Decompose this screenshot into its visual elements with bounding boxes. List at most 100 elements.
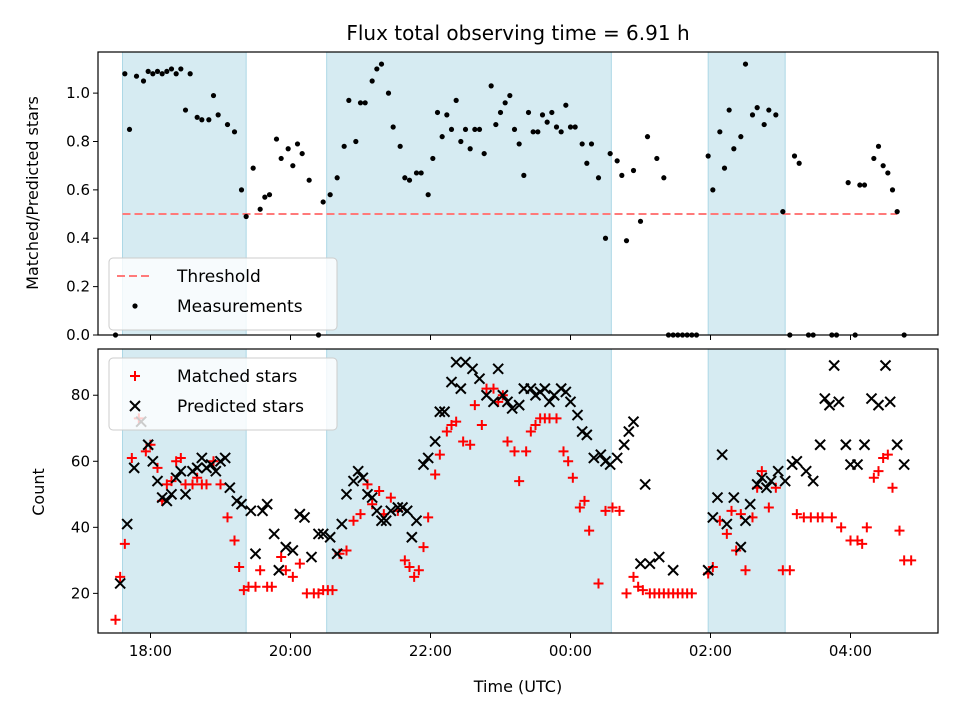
measurement-point (285, 146, 291, 152)
matched-star-point (280, 565, 291, 576)
predicted-star-point (735, 541, 747, 553)
predicted-star-point (744, 498, 756, 510)
predicted-star-point (756, 472, 768, 484)
predicted-star-point (891, 439, 903, 451)
predicted-star-point (702, 564, 714, 576)
matched-star-point (276, 552, 287, 563)
predicted-star-point (273, 564, 285, 576)
matched-star-point (726, 505, 737, 516)
matched-star-point (784, 565, 795, 576)
measurement-point (572, 124, 578, 130)
measurement-point (705, 153, 711, 159)
measurement-point (199, 117, 205, 123)
top-shaded-interval (326, 51, 612, 336)
measurement-point (353, 138, 359, 145)
measurement-point (385, 90, 392, 96)
bottom-y-tick-label: 40 (71, 518, 90, 536)
measurement-point (334, 175, 340, 181)
measurement-point (766, 107, 772, 113)
matched-star-point (234, 561, 245, 572)
predicted-star-point (261, 498, 273, 510)
measurement-point (630, 167, 637, 174)
predicted-star-point (623, 425, 635, 438)
predicted-star-point (751, 478, 763, 491)
predicted-star-point (513, 399, 525, 411)
predicted-star-point (245, 505, 257, 517)
predicted-star-point (196, 452, 208, 464)
x-tick-label: 18:00 (129, 642, 172, 660)
measurement-point (710, 187, 716, 193)
matched-star-point (110, 614, 121, 625)
predicted-star-point (814, 439, 826, 451)
predicted-star-point (492, 363, 504, 375)
matched-star-point (187, 479, 198, 490)
top-y-axis-label: Matched/Predicted stars (23, 96, 42, 290)
matched-star-point (882, 449, 893, 460)
measurement-point (369, 78, 375, 84)
predicted-star-point (711, 491, 724, 504)
matched-star-point (476, 419, 487, 430)
measurement-point (397, 143, 403, 149)
predicted-star-point (473, 373, 486, 385)
predicted-star-point (639, 478, 651, 491)
measurement-point (159, 71, 165, 77)
matched-star-point (894, 525, 905, 536)
matched-star-point (593, 578, 604, 589)
measurement-point (243, 213, 249, 220)
predicted-star-point (501, 396, 514, 408)
top-y-tick-label: 0.6 (66, 181, 90, 199)
top-y-tick-label: 1.0 (66, 84, 90, 102)
predicted-star-point (884, 396, 896, 408)
measurement-point (584, 160, 590, 166)
measurement-point (182, 107, 189, 113)
measurement-point (761, 121, 767, 128)
measurement-point (780, 209, 786, 215)
measurement-point (654, 155, 660, 162)
matched-star-point (740, 565, 751, 576)
predicted-star-point (618, 439, 630, 451)
predicted-star-point (392, 501, 404, 514)
matched-star-point (637, 585, 648, 596)
matched-star-point (441, 426, 452, 437)
predicted-star-point (872, 399, 885, 411)
matched-star-point (579, 495, 590, 506)
measurement-point (320, 199, 326, 205)
predicted-star-point (385, 505, 397, 517)
measurement-point (206, 117, 212, 123)
measurement-point (194, 114, 200, 120)
top-y-tick-label: 0.8 (66, 132, 90, 150)
measurement-point (525, 109, 532, 116)
matched-star-point (423, 512, 434, 523)
matched-star-point (488, 383, 499, 394)
measurement-point (306, 177, 312, 183)
predicted-star-point (114, 577, 126, 590)
measurement-point (439, 134, 445, 140)
measurement-point (140, 78, 147, 84)
measurement-point (425, 192, 431, 198)
measurement-point (861, 182, 868, 188)
matched-star-point (817, 512, 828, 523)
measurement-point (558, 129, 564, 135)
bottom-legend (108, 357, 338, 431)
matched-star-point (826, 512, 837, 523)
predicted-star-point (205, 458, 217, 471)
predicted-star-point (497, 389, 509, 401)
measurement-point (530, 129, 536, 135)
matched-star-point (222, 512, 233, 523)
measurement-point (619, 172, 625, 178)
predicted-star-point (487, 396, 500, 408)
predicted-star-point (506, 402, 518, 415)
predicted-star-point (256, 505, 269, 517)
matched-star-point (563, 456, 574, 467)
measurement-point (122, 71, 128, 77)
measurement-point (266, 192, 273, 198)
predicted-star-point (128, 462, 140, 474)
measurement-point (472, 126, 478, 133)
matched-star-point (355, 509, 366, 520)
matched-star-point (509, 446, 520, 457)
x-axis-label: Time (UTC) (473, 677, 562, 696)
predicted-star-point (779, 475, 791, 487)
predicted-star-point (305, 551, 318, 563)
predicted-star-point (280, 541, 292, 553)
measurement-point (299, 150, 305, 157)
